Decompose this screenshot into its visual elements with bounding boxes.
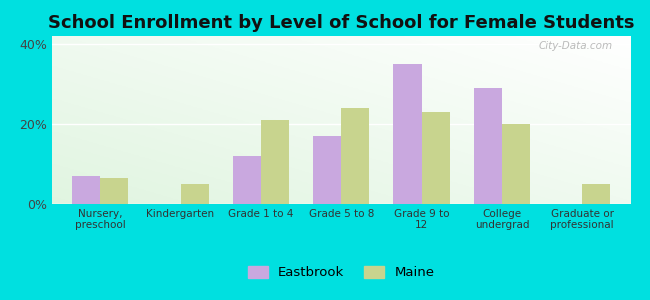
- Bar: [181, 184, 209, 204]
- Bar: [72, 176, 100, 204]
- Bar: [100, 178, 128, 204]
- Bar: [393, 64, 422, 204]
- Bar: [261, 120, 289, 204]
- Bar: [474, 88, 502, 204]
- Legend: Eastbrook, Maine: Eastbrook, Maine: [242, 261, 440, 285]
- Bar: [341, 108, 369, 204]
- Bar: [502, 124, 530, 204]
- Bar: [313, 136, 341, 204]
- Title: School Enrollment by Level of School for Female Students: School Enrollment by Level of School for…: [48, 14, 634, 32]
- Bar: [233, 156, 261, 204]
- Bar: [582, 184, 610, 204]
- Bar: [422, 112, 450, 204]
- Text: City-Data.com: City-Data.com: [539, 41, 613, 51]
